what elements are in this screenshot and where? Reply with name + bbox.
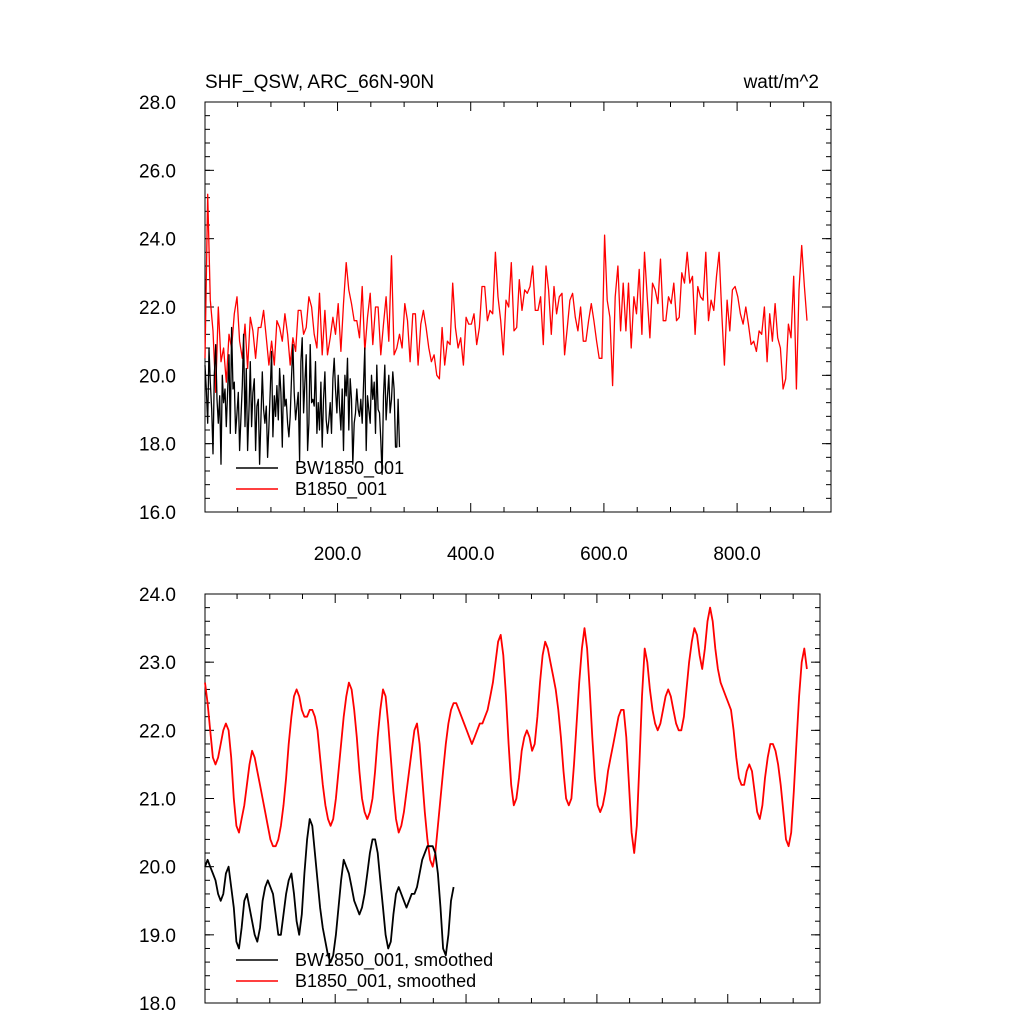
y-tick-label: 22.0	[139, 721, 176, 742]
units-label: watt/m^2	[743, 72, 819, 93]
y-tick-label: 24.0	[139, 585, 176, 606]
y-tick-label: 19.0	[139, 926, 176, 947]
y-tick-label: 24.0	[139, 230, 176, 251]
series-group-bottom	[204, 606, 808, 963]
chart-top: SHF_QSW, ARC_66N-90N watt/m^2 16.0 18.0 20…	[139, 72, 832, 565]
x-ticks-top: 200.0 400.0 600.0 800.0	[237, 102, 805, 565]
y-tick-label: 26.0	[139, 161, 176, 182]
y-tick-label: 16.0	[139, 503, 176, 524]
x-ticks-bottom	[236, 594, 794, 1003]
series-line-b1850-001	[204, 193, 808, 394]
x-tick-label: 800.0	[713, 544, 761, 565]
x-tick-label: 400.0	[447, 544, 495, 565]
legend-label: BW1850_001, smoothed	[295, 950, 493, 971]
legend-label: B1850_001, smoothed	[295, 971, 476, 992]
series-line-bw1850-001-smoothed	[204, 818, 455, 963]
chart-bottom: 18.0 19.0 20.0 21.0 22.0 23.0 24.0 BW1850_001,…	[139, 585, 821, 1015]
x-tick-label: 600.0	[580, 544, 628, 565]
y-ticks-bottom: 18.0 19.0 20.0 21.0 22.0 23.0 24.0	[139, 585, 820, 1015]
legend-label: BW1850_001	[295, 458, 404, 479]
y-tick-label: 18.0	[139, 435, 176, 456]
y-tick-label: 20.0	[139, 366, 176, 387]
y-tick-label: 18.0	[139, 994, 176, 1015]
y-tick-label: 23.0	[139, 653, 176, 674]
x-tick-label: 200.0	[314, 544, 362, 565]
y-tick-label: 20.0	[139, 858, 176, 879]
y-tick-label: 22.0	[139, 298, 176, 319]
y-ticks-top: 16.0 18.0 20.0 22.0 24.0 26.0 28.0	[139, 93, 831, 524]
chart-title: SHF_QSW, ARC_66N-90N	[205, 72, 434, 93]
legend-label: B1850_001	[295, 479, 387, 500]
series-line-b1850-001-smoothed	[204, 606, 808, 868]
series-line-bw1850-001	[204, 326, 401, 476]
y-tick-label: 21.0	[139, 790, 176, 811]
series-group-top	[204, 193, 808, 476]
y-tick-label: 28.0	[139, 93, 176, 114]
